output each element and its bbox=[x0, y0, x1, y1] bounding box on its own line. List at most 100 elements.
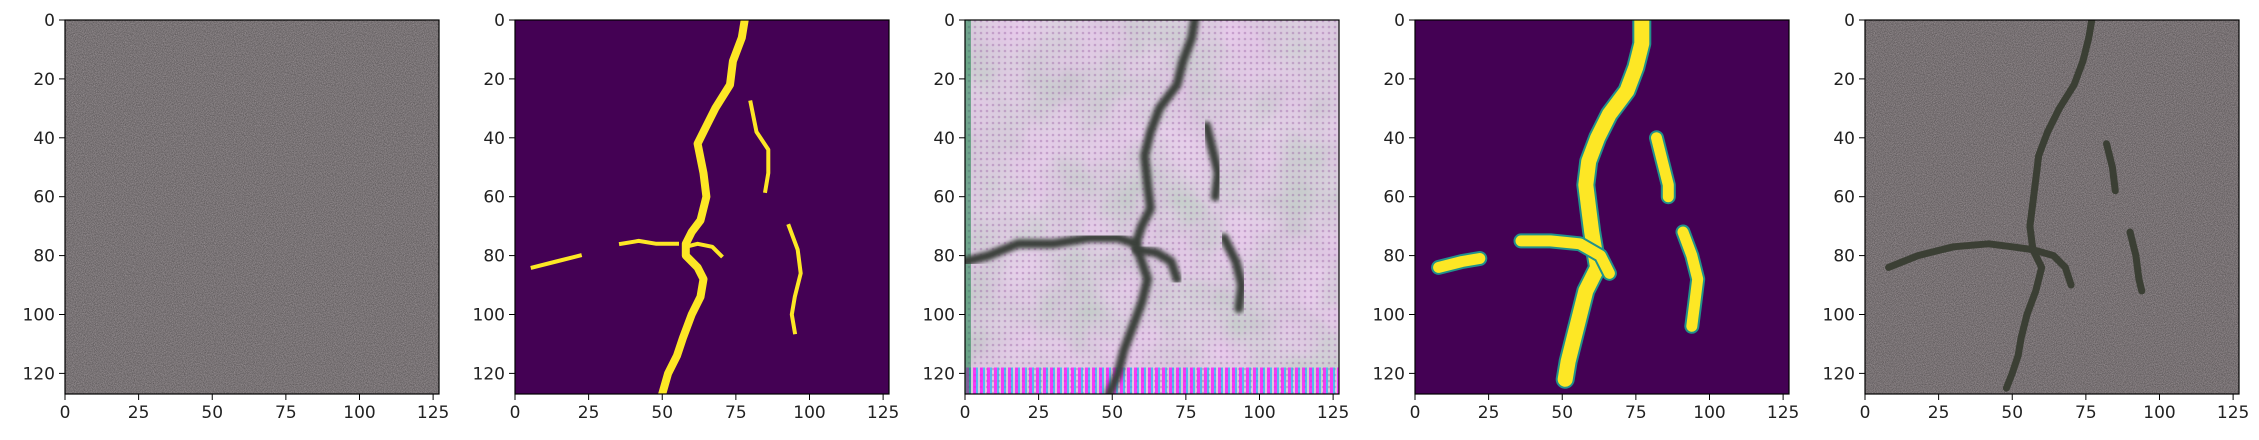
crack-line bbox=[1515, 235, 1615, 279]
x-tick-label: 50 bbox=[1551, 403, 1573, 423]
image-area bbox=[515, 20, 889, 394]
x-tick-label: 125 bbox=[1767, 403, 1799, 423]
y-tick-label: 80 bbox=[933, 247, 955, 267]
x-tick-label: 125 bbox=[1317, 403, 1349, 423]
y-tick-label: 120 bbox=[923, 364, 955, 384]
x-tick-label: 25 bbox=[1928, 403, 1950, 423]
x-tick-label: 100 bbox=[793, 403, 825, 423]
x-tick-label: 0 bbox=[1410, 403, 1421, 423]
x-tick-label: 0 bbox=[960, 403, 971, 423]
y-tick-label: 20 bbox=[1383, 70, 1405, 90]
x-tick-label: 0 bbox=[60, 403, 71, 423]
crack-line bbox=[1219, 233, 1247, 314]
crack-line bbox=[658, 20, 749, 394]
crack-line bbox=[2126, 228, 2146, 295]
axes-frame bbox=[64, 19, 440, 395]
y-tick-label: 40 bbox=[1383, 129, 1405, 149]
axes-frame bbox=[514, 19, 890, 395]
texture bbox=[65, 20, 439, 394]
texture bbox=[1865, 20, 2239, 394]
y-tick-label: 100 bbox=[473, 305, 505, 325]
axes-frame bbox=[1864, 19, 2240, 395]
y-tick-label: 0 bbox=[44, 11, 55, 31]
y-tick-label: 60 bbox=[933, 188, 955, 208]
crack-line bbox=[965, 233, 1141, 266]
crack-line bbox=[1677, 226, 1704, 332]
x-tick-label: 75 bbox=[2075, 403, 2097, 423]
x-tick-label: 25 bbox=[1028, 403, 1050, 423]
y-tick-label: 100 bbox=[923, 305, 955, 325]
panel-generated-crack-image: 0 25 50 75 100 125 0 20 40 60 80 100 120 bbox=[923, 11, 1350, 423]
x-tick-label: 50 bbox=[2001, 403, 2023, 423]
crack-line bbox=[2103, 140, 2119, 195]
x-tick-label: 125 bbox=[2217, 403, 2249, 423]
crack-line bbox=[1202, 121, 1223, 202]
x-tick-label: 25 bbox=[128, 403, 150, 423]
crack-line bbox=[2002, 20, 2096, 392]
axes-frame bbox=[1414, 19, 1790, 395]
x-tick-label: 75 bbox=[725, 403, 747, 423]
crack-line bbox=[2029, 246, 2075, 289]
x-tick-label: 100 bbox=[1243, 403, 1275, 423]
crack-line bbox=[786, 223, 803, 335]
y-tick-label: 40 bbox=[483, 129, 505, 149]
crack-line bbox=[683, 241, 724, 259]
y-tick-label: 0 bbox=[1844, 11, 1855, 31]
y-tick-label: 100 bbox=[1823, 305, 1855, 325]
crack-line bbox=[1885, 240, 2037, 271]
panel-binary-crack-mask: 0 25 50 75 100 125 0 20 40 60 80 100 120 bbox=[473, 11, 900, 423]
image-area bbox=[1415, 20, 1789, 394]
x-tick-label: 0 bbox=[510, 403, 521, 423]
y-tick-label: 60 bbox=[33, 188, 55, 208]
y-tick-label: 80 bbox=[1833, 247, 1855, 267]
x-tick-label: 125 bbox=[417, 403, 449, 423]
crack-line bbox=[530, 253, 583, 270]
y-tick-label: 20 bbox=[1833, 70, 1855, 90]
x-tick-label: 100 bbox=[1693, 403, 1725, 423]
x-tick-label: 50 bbox=[1101, 403, 1123, 423]
y-tick-label: 60 bbox=[483, 188, 505, 208]
panel-concrete-photo: 0 25 50 75 100 125 0 20 40 60 80 100 120 bbox=[23, 11, 450, 423]
x-tick-label: 75 bbox=[275, 403, 297, 423]
image-background bbox=[1415, 20, 1789, 394]
y-tick-label: 120 bbox=[1823, 364, 1855, 384]
x-tick-label: 100 bbox=[343, 403, 375, 423]
y-tick-label: 60 bbox=[1833, 188, 1855, 208]
x-tick-label: 125 bbox=[867, 403, 899, 423]
x-tick-label: 75 bbox=[1175, 403, 1197, 423]
y-tick-label: 100 bbox=[1373, 305, 1405, 325]
y-tick-label: 20 bbox=[33, 70, 55, 90]
y-tick-label: 20 bbox=[933, 70, 955, 90]
y-tick-label: 120 bbox=[1373, 364, 1405, 384]
x-tick-label: 100 bbox=[2143, 403, 2175, 423]
y-tick-label: 0 bbox=[494, 11, 505, 31]
panel-crack-overlay-photo: 0 25 50 75 100 125 0 20 40 60 80 100 120 bbox=[1823, 11, 2250, 423]
y-tick-label: 20 bbox=[483, 70, 505, 90]
crack-line bbox=[618, 238, 679, 247]
crack-line bbox=[1433, 253, 1486, 273]
y-tick-label: 120 bbox=[473, 364, 505, 384]
image-area bbox=[965, 20, 1339, 394]
crack-line bbox=[1557, 20, 1650, 387]
image-area bbox=[1865, 20, 2239, 394]
x-tick-label: 25 bbox=[578, 403, 600, 423]
y-tick-label: 60 bbox=[1383, 188, 1405, 208]
y-tick-label: 80 bbox=[483, 247, 505, 267]
y-tick-label: 80 bbox=[1383, 247, 1405, 267]
y-tick-label: 100 bbox=[23, 305, 55, 325]
artifact-stripes bbox=[965, 367, 1339, 394]
x-tick-label: 75 bbox=[1625, 403, 1647, 423]
crack-line bbox=[1131, 245, 1182, 284]
panel-predicted-crack-probability: 0 25 50 75 100 125 0 20 40 60 80 100 120 bbox=[1373, 11, 1800, 423]
y-tick-label: 0 bbox=[1394, 11, 1405, 31]
y-tick-label: 40 bbox=[933, 129, 955, 149]
x-tick-label: 0 bbox=[1860, 403, 1871, 423]
image-area bbox=[65, 20, 439, 394]
axes-frame bbox=[964, 19, 1340, 395]
x-tick-label: 50 bbox=[201, 403, 223, 423]
y-tick-label: 120 bbox=[23, 364, 55, 384]
x-tick-label: 25 bbox=[1478, 403, 1500, 423]
y-tick-label: 0 bbox=[944, 11, 955, 31]
crack-line bbox=[1651, 132, 1674, 203]
